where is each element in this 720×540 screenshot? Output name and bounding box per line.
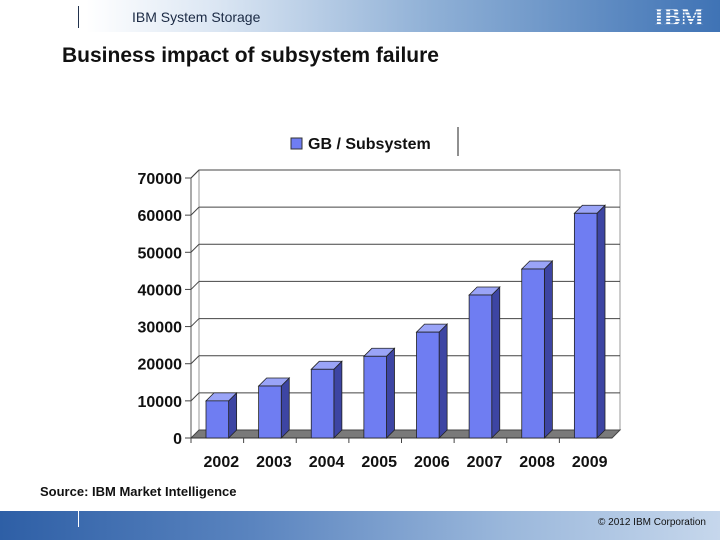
bar-side	[491, 286, 501, 439]
bar-side	[438, 323, 448, 439]
bar-front	[310, 368, 335, 439]
chart-bars	[205, 204, 606, 439]
chart-labels: 0 10000 20000 30000 40000 50000 60000 70000 2002…	[138, 171, 608, 471]
x-tick-label: 2005	[361, 454, 397, 471]
gridline-depth	[190, 206, 200, 216]
bar-side	[543, 260, 553, 439]
x-tick-label: 2002	[204, 454, 240, 471]
chart-grid	[185, 169, 622, 443]
x-tick-label: 2004	[309, 454, 345, 471]
bar-front	[573, 212, 598, 439]
gridline-depth	[190, 392, 200, 402]
y-tick-label: 10000	[138, 394, 183, 411]
copyright-text: © 2012 IBM Corporation	[598, 517, 706, 528]
chart-floor	[189, 429, 622, 439]
x-tick-label: 2007	[467, 454, 503, 471]
x-tick-label: 2006	[414, 454, 450, 471]
bar-2003	[257, 377, 291, 439]
bar-side	[596, 204, 606, 439]
footer-bar: © 2012 IBM Corporation	[0, 511, 720, 540]
bar-2002	[205, 391, 238, 439]
gridline-depth	[190, 355, 200, 365]
bar-2007	[468, 286, 501, 439]
x-tick-label: 2003	[256, 454, 292, 471]
header-bar: IBM System Storage IBM	[0, 0, 720, 32]
slide-title: Business impact of subsystem failure	[62, 44, 439, 67]
x-tick-label: 2008	[519, 454, 555, 471]
y-tick-label: 40000	[138, 282, 183, 299]
y-tick-label: 0	[173, 431, 182, 448]
bar-2006	[415, 323, 449, 439]
chart-legend: GB / Subsystem	[290, 127, 459, 156]
gridline-depth	[190, 243, 200, 253]
source-note: Source: IBM Market Intelligence	[40, 484, 237, 499]
ibm-logo-icon: IBM	[654, 4, 704, 29]
bar-side	[280, 377, 290, 439]
bar-2008	[520, 260, 554, 439]
gridline-depth	[190, 169, 200, 179]
y-tick-label: 60000	[138, 208, 183, 225]
bar-front	[205, 400, 230, 439]
bar-2005	[362, 347, 396, 439]
gridline-depth	[190, 281, 200, 290]
y-tick-label: 20000	[138, 357, 183, 374]
bar-side	[386, 347, 395, 439]
x-tick-label: 2009	[572, 454, 608, 471]
bar-front	[468, 294, 493, 439]
legend-label: GB / Subsystem	[308, 136, 431, 153]
bar-2009	[573, 204, 606, 439]
header-divider	[78, 6, 79, 28]
bar-2004	[310, 360, 343, 439]
y-tick-label: 70000	[138, 171, 183, 188]
bar-front	[521, 268, 545, 439]
svg-text:IBM: IBM	[654, 4, 704, 29]
bar-side	[333, 360, 343, 439]
bar-front	[363, 355, 387, 439]
legend-swatch	[290, 137, 303, 150]
y-tick-label: 30000	[138, 320, 183, 337]
gridline-depth	[190, 318, 200, 327]
header-brand: IBM System Storage	[132, 9, 261, 25]
bar-front	[416, 331, 440, 439]
footer-divider	[78, 511, 79, 527]
y-tick-label: 50000	[138, 245, 183, 262]
bar-front	[258, 385, 282, 439]
